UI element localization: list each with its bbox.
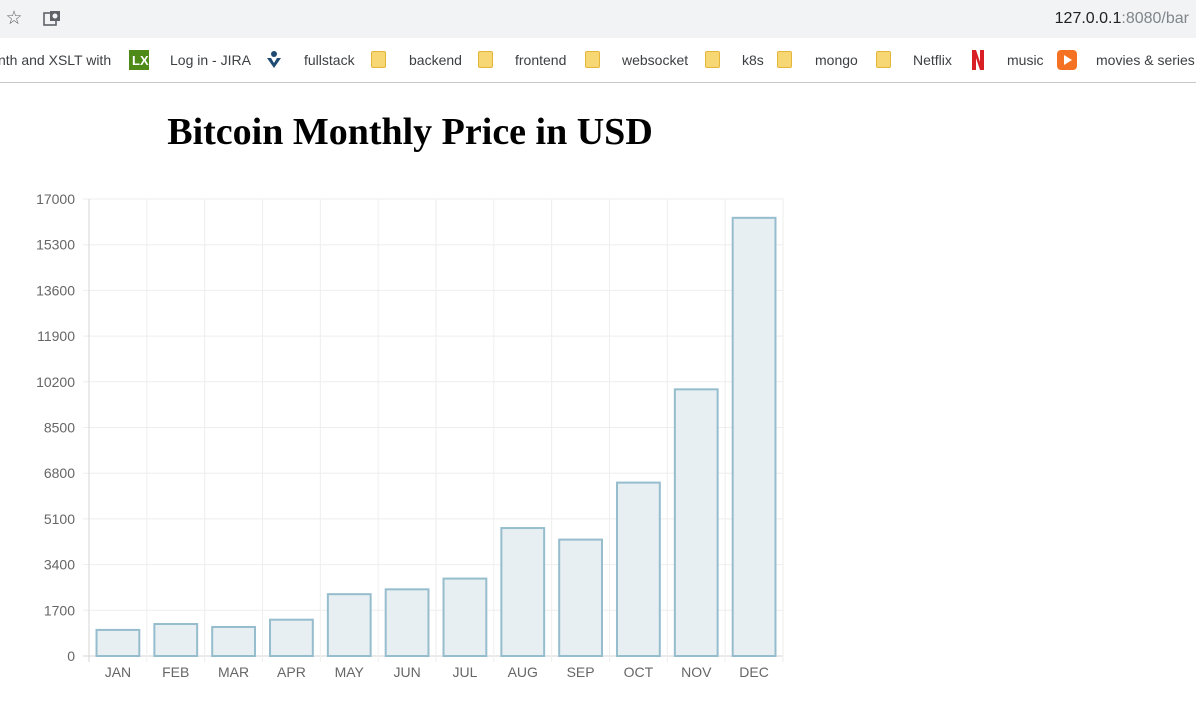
- y-tick-label: 15300: [36, 237, 75, 253]
- chart-bars: [95, 216, 777, 658]
- browser-toolbar: ☆ 127.0.0.1:8080/bar: [0, 0, 1196, 38]
- bookmark-movies-series[interactable]: movies & series: [1096, 52, 1195, 68]
- bar-apr[interactable]: [269, 618, 314, 657]
- bookmark-fullstack[interactable]: fullstack: [304, 52, 355, 68]
- bar-oct[interactable]: [616, 481, 661, 657]
- lx-icon: LX: [129, 50, 149, 70]
- bookmark-mongo[interactable]: mongo: [815, 52, 858, 68]
- x-tick-label: DEC: [739, 664, 769, 680]
- url-path: :8080/bar: [1121, 10, 1189, 27]
- bookmark-k8s[interactable]: k8s: [742, 52, 764, 68]
- url-host: 127.0.0.1: [1054, 10, 1122, 27]
- bookmarks-bar: nth and XSLT with LX Log in - JIRA fulls…: [0, 38, 1196, 83]
- x-tick-label: SEP: [567, 664, 595, 680]
- star-icon[interactable]: ☆: [5, 8, 23, 29]
- folder-icon: [585, 51, 600, 68]
- music-icon: [1057, 50, 1077, 70]
- y-tick-label: 8500: [44, 420, 75, 436]
- bookmark-music[interactable]: music: [1007, 52, 1044, 68]
- bar-may[interactable]: [326, 593, 372, 658]
- y-tick-label: 11900: [37, 328, 75, 344]
- bar-dec[interactable]: [731, 216, 777, 657]
- bookmark-jira[interactable]: Log in - JIRA: [170, 52, 251, 68]
- folder-icon: [705, 51, 720, 68]
- y-tick-label: 1700: [44, 602, 75, 618]
- x-tick-label: JUN: [393, 664, 420, 680]
- chart-grid: [83, 198, 784, 662]
- y-axis-ticks: 0 1700 3400 5100 6800 8500 10200 11900 13600 1530…: [36, 191, 75, 664]
- y-tick-label: 10200: [36, 374, 75, 390]
- svg-text:LX: LX: [132, 53, 149, 68]
- bookmark-websocket[interactable]: websocket: [622, 52, 689, 68]
- x-tick-label: MAR: [218, 664, 249, 680]
- y-tick-label: 17000: [36, 191, 75, 207]
- x-tick-label: JUL: [452, 664, 477, 680]
- bar-feb[interactable]: [153, 623, 199, 658]
- address-bar[interactable]: 127.0.0.1:8080/bar: [1055, 10, 1189, 28]
- y-tick-label: 0: [67, 648, 75, 664]
- x-tick-label: JAN: [105, 664, 131, 680]
- y-tick-label: 3400: [44, 557, 75, 573]
- x-tick-label: FEB: [162, 664, 189, 680]
- bar-sep[interactable]: [558, 538, 603, 658]
- y-tick-label: 13600: [36, 282, 75, 298]
- x-tick-label: NOV: [681, 664, 712, 680]
- bar-jun[interactable]: [384, 588, 430, 658]
- x-axis-ticks: JAN FEB MAR APR MAY JUN JUL AUG SEP OCT NOV DEC: [105, 664, 769, 680]
- x-tick-label: MAY: [335, 664, 365, 680]
- folder-icon: [371, 51, 386, 68]
- bookmark-netflix[interactable]: Netflix: [913, 52, 952, 68]
- bookmark-frontend[interactable]: frontend: [515, 52, 567, 68]
- x-tick-label: OCT: [624, 664, 654, 680]
- folder-icon: [876, 51, 891, 68]
- bar-nov[interactable]: [673, 388, 719, 657]
- bar-jul[interactable]: [442, 577, 488, 657]
- y-tick-label: 5100: [44, 511, 75, 527]
- folder-icon: [478, 51, 493, 68]
- site-info-icon[interactable]: [42, 9, 62, 29]
- bar-mar[interactable]: [211, 625, 256, 657]
- chart-title: Bitcoin Monthly Price in USD: [167, 111, 653, 153]
- y-tick-label: 6800: [44, 465, 75, 481]
- folder-icon: [777, 51, 792, 68]
- netflix-icon: [971, 50, 987, 70]
- bookmark-backend[interactable]: backend: [409, 52, 462, 68]
- x-tick-label: AUG: [508, 664, 538, 680]
- x-tick-label: APR: [277, 664, 306, 680]
- jira-icon: [265, 50, 281, 68]
- bookmark-xslt[interactable]: nth and XSLT with: [0, 52, 112, 68]
- bar-jan[interactable]: [95, 628, 141, 658]
- bar-aug[interactable]: [500, 527, 546, 657]
